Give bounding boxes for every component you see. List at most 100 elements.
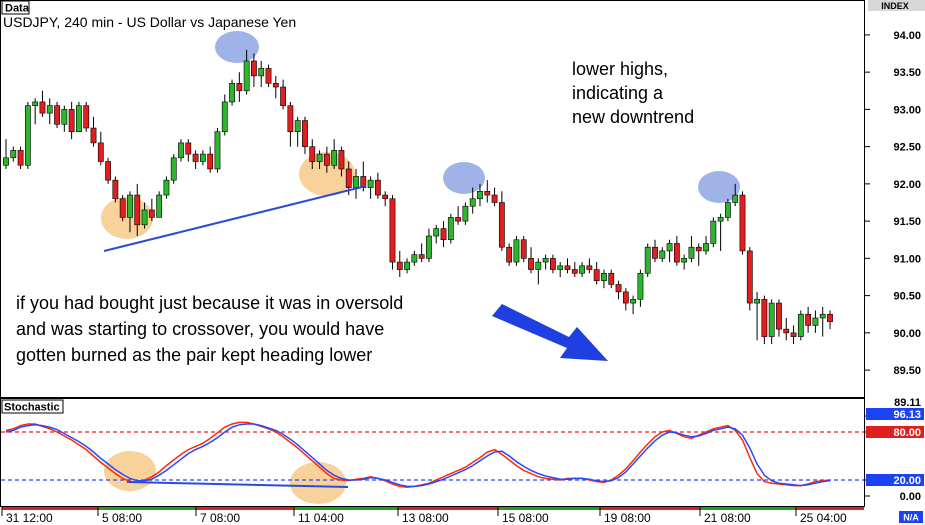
bear-candle: [761, 299, 768, 337]
bull-candle: [797, 313, 804, 337]
bull-candle: [3, 157, 9, 166]
bull-candle: [243, 60, 250, 92]
bull-candle: [557, 265, 564, 270]
stochastic-panel: [0, 398, 865, 507]
bull-candle: [127, 194, 133, 218]
bull-candle: [579, 265, 585, 274]
stochastic-tick-label: 0.00: [900, 491, 921, 503]
bear-candle: [586, 265, 593, 270]
session-bar: [700, 507, 796, 510]
price-tick-label: 94.00: [893, 30, 921, 42]
time-tick-label: 21 08:00: [704, 511, 751, 525]
bull-candle: [294, 120, 301, 133]
bear-candle: [673, 243, 680, 263]
bear-candle: [54, 105, 60, 125]
bear-candle: [345, 168, 352, 188]
index-tag: INDEX: [881, 1, 909, 11]
bull-candle: [542, 258, 549, 263]
price-tick-label: 92.00: [893, 179, 921, 191]
bear-candle: [68, 109, 75, 133]
swing-high-marker-2: [443, 162, 485, 194]
price-tick-label: 92.50: [893, 142, 921, 154]
bear-candle: [302, 120, 308, 147]
bear-candle: [622, 291, 629, 304]
bull-candle: [644, 246, 651, 274]
downtrend-arrow: [492, 304, 608, 361]
price-tick-label: 89.50: [893, 365, 921, 377]
corner-badge: N/A: [903, 513, 919, 523]
bear-candle: [287, 105, 294, 133]
price-tick-label: 90.50: [893, 291, 921, 303]
price-tick-label: 93.00: [893, 104, 921, 116]
index-tag-box: [868, 0, 925, 11]
lower-highs-line-3: new downtrend: [572, 107, 694, 127]
bear-candle: [484, 191, 491, 196]
oversold-level-badge: 20.00: [893, 475, 921, 487]
bull-candle: [725, 202, 731, 218]
bear-candle: [550, 258, 556, 270]
bear-candle: [280, 86, 286, 106]
bull-candle: [462, 205, 469, 222]
bull-candle: [447, 217, 454, 241]
stochastic-k-value: 89.11: [894, 397, 921, 409]
bull-candle: [170, 157, 177, 181]
bear-candle: [455, 217, 462, 222]
bull-candle: [156, 194, 163, 218]
data-tag-box: [1, 0, 30, 15]
bear-candle: [652, 246, 658, 259]
bull-candle: [10, 150, 17, 159]
stochastic-k-value-box: [866, 396, 924, 408]
time-tick-label: 13 08:00: [402, 511, 449, 525]
bull-candle: [24, 105, 31, 166]
bear-candle: [148, 209, 155, 218]
session-bar: [98, 507, 196, 510]
price-axis: 94.00 93.50 93.00 92.50 92.00 91.50 91.00 90.50…: [865, 30, 921, 377]
bull-candle: [703, 243, 709, 252]
bear-candle: [805, 313, 812, 326]
data-tag: Data: [5, 3, 30, 15]
bear-candle: [251, 60, 257, 77]
stochastic-lines: [5, 421, 831, 488]
bull-candle: [768, 302, 775, 337]
bull-candle: [433, 228, 440, 237]
session-bar: [294, 507, 398, 510]
bull-candle: [717, 217, 724, 222]
bear-candle: [112, 179, 119, 200]
bull-candle: [710, 220, 717, 244]
bear-candle: [593, 269, 600, 282]
bull-candle: [812, 317, 819, 326]
time-axis: 31 12:00 5 08:00 7 08:00 11 04:00 13 08:00 15…: [1, 507, 864, 525]
time-tick-label: 5 08:00: [102, 511, 142, 525]
bull-candle: [513, 239, 520, 263]
bear-candle: [520, 239, 527, 259]
bear-candle: [192, 153, 199, 162]
stochastic-tag-box: [1, 399, 64, 414]
time-tick-label: 19 08:00: [604, 511, 651, 525]
bull-candle: [229, 83, 235, 103]
session-bar: [2, 507, 98, 510]
bull-candle: [819, 313, 826, 319]
bear-candle: [90, 127, 97, 144]
lower-highs-line-1: lower highs,: [572, 59, 668, 79]
bull-candle: [477, 191, 483, 200]
session-bar: [498, 507, 600, 510]
oversold-note-line-1: if you had bought just because it was in…: [16, 293, 403, 313]
candlestick-series: [3, 49, 833, 345]
bear-candle: [695, 246, 702, 252]
session-bar: [398, 507, 498, 510]
oversold-marker-2: [290, 462, 346, 504]
bull-candle: [601, 272, 607, 282]
bull-candle: [316, 153, 323, 162]
bear-candle: [739, 194, 746, 252]
oversold-note-line-2: and was starting to crossover, you would…: [16, 319, 384, 339]
bear-candle: [17, 150, 24, 166]
time-tick-label: 7 08:00: [200, 511, 240, 525]
stochastic-d-line: [5, 423, 831, 488]
bear-candle: [746, 250, 753, 304]
bull-candle: [404, 261, 410, 270]
stochastic-d-value: 96.13: [893, 409, 921, 421]
bear-candle: [272, 83, 279, 88]
